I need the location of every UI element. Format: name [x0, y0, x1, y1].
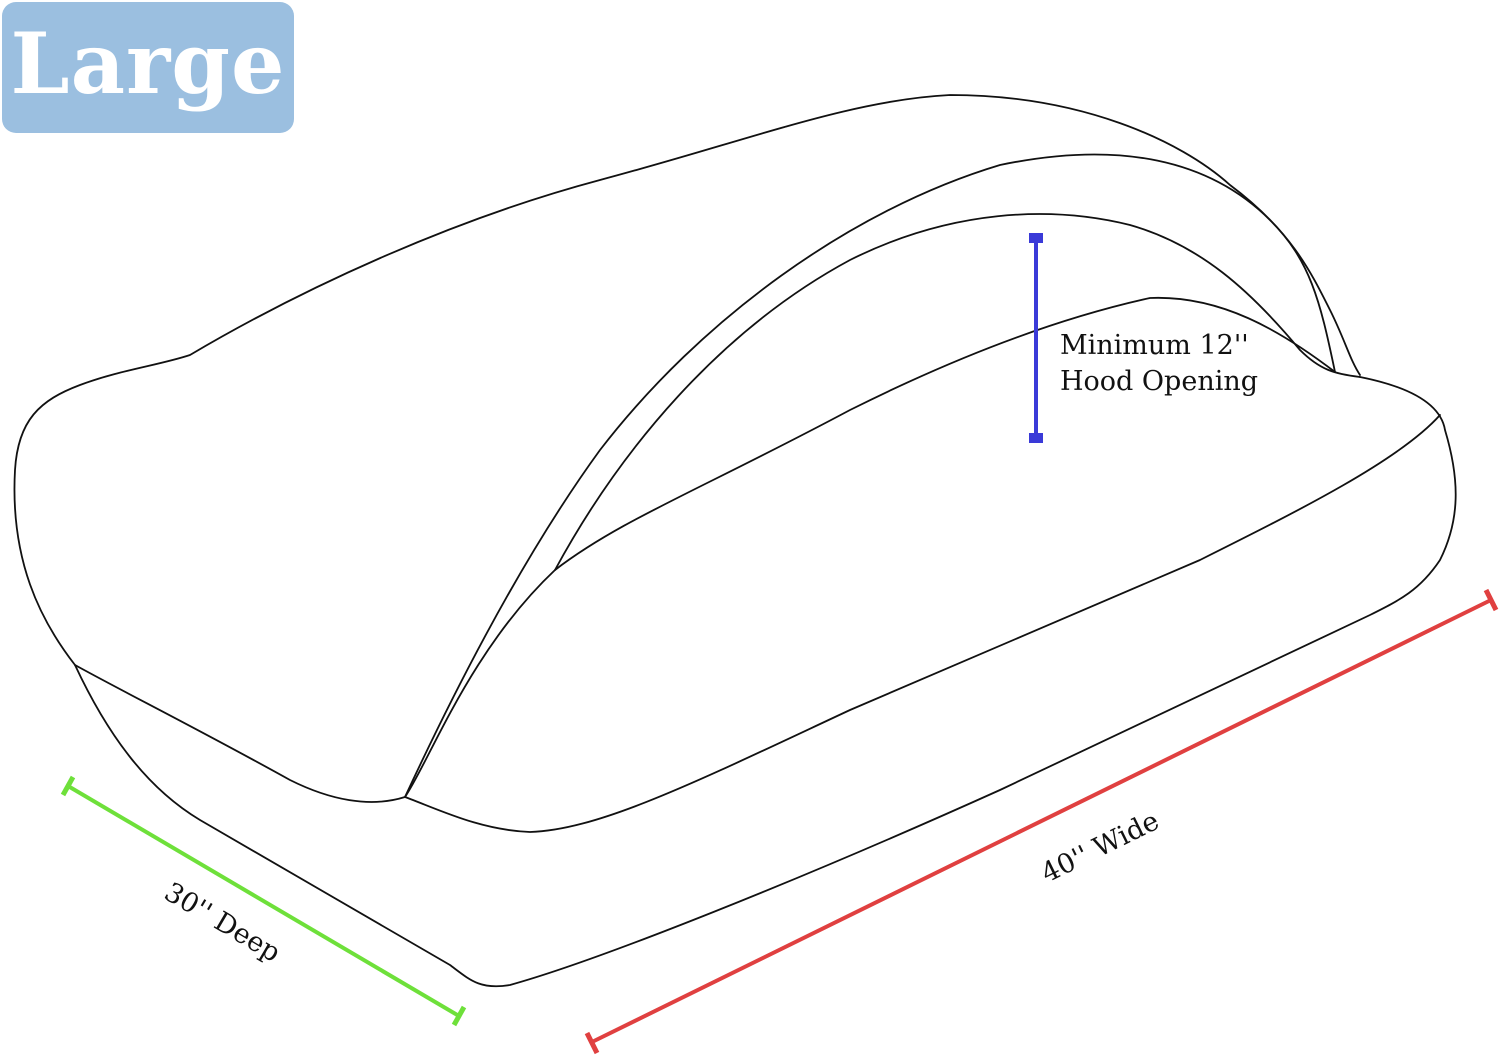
- bed-outline: [13, 94, 1457, 988]
- width-dimension: 40'' Wide: [584, 588, 1499, 1055]
- base-top-edge: [74, 414, 1441, 833]
- cushion-top-line: [554, 296, 1336, 571]
- hood-dimension-cap-top: [1029, 233, 1043, 243]
- size-badge: Large: [2, 2, 294, 133]
- depth-dimension: 30'' Deep: [60, 775, 467, 1027]
- base-outline: [74, 376, 1457, 988]
- hood-dimension-cap-bottom: [1029, 433, 1043, 443]
- arch-lower-line: [404, 569, 556, 798]
- depth-dimension-line: [66, 784, 461, 1018]
- depth-label: 30'' Deep: [159, 877, 286, 969]
- width-dimension-line: [591, 598, 1492, 1044]
- hood-outer-arch: [404, 153, 1336, 798]
- size-badge-label: Large: [10, 14, 286, 113]
- width-label: 40'' Wide: [1036, 805, 1164, 889]
- hood-inner-arch: [554, 213, 1361, 571]
- depth-dimension-cap-end: [451, 1005, 467, 1027]
- depth-dimension-cap-start: [60, 775, 76, 797]
- width-dimension-cap-start: [584, 1031, 600, 1055]
- width-dimension-cap-end: [1483, 588, 1499, 612]
- hood-label-line1: Minimum 12'': [1060, 330, 1249, 361]
- hood-label-line2: Hood Opening: [1060, 366, 1258, 397]
- hood-dimension: Minimum 12'' Hood Opening: [1029, 233, 1258, 443]
